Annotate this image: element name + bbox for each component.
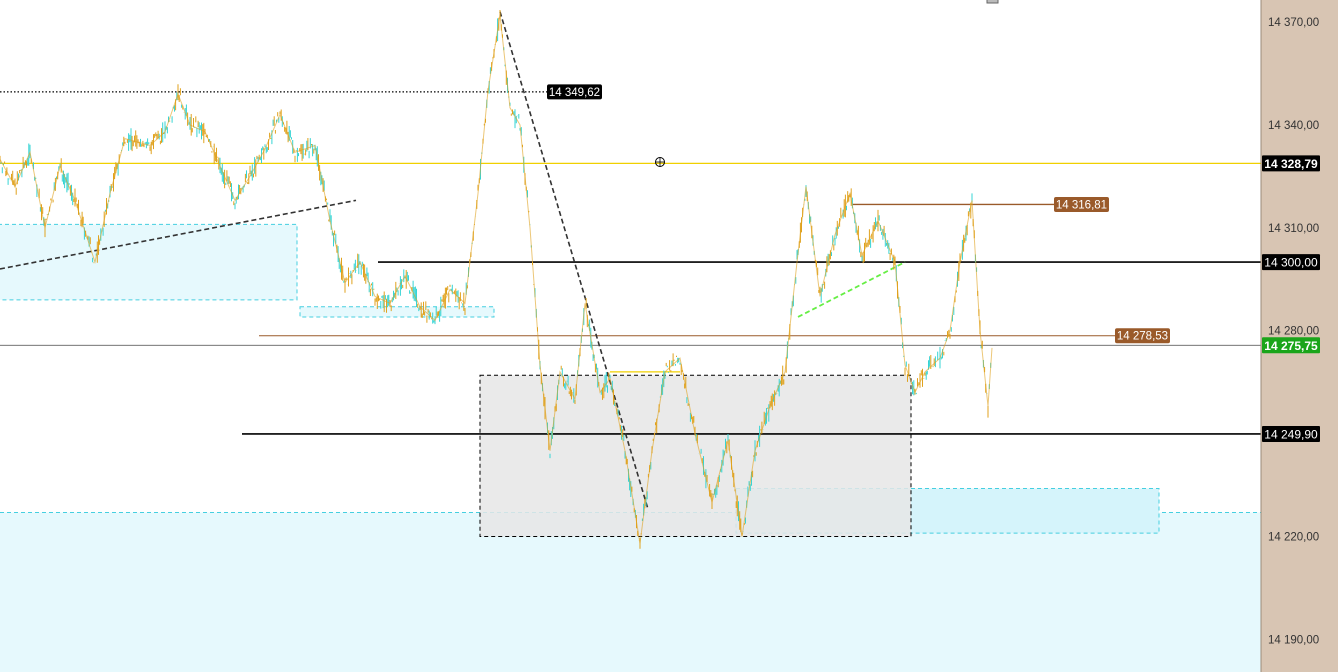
y-tick-label: 14 220,00: [1268, 532, 1319, 544]
scroll-handle-icon: [986, 0, 999, 4]
label-14278: 14 278,53: [1117, 331, 1168, 343]
ytag-14300: 14 300,00: [1264, 256, 1318, 270]
price-series-line: [0, 15, 993, 544]
trendline-green: [797, 261, 906, 318]
zone-small: [299, 306, 495, 318]
ytag-14275-bg: [1262, 337, 1320, 354]
consolidation-box: [479, 374, 912, 538]
price-axis-panel: [1261, 0, 1338, 672]
trendline-rising: [0, 199, 357, 270]
y-tick-label: 14 310,00: [1268, 223, 1319, 235]
label-14316: 14 316,81: [1056, 199, 1107, 211]
support-zone-bottom: [0, 512, 1261, 672]
y-tick-label: 14 370,00: [1268, 17, 1319, 29]
ytag-14328-bg: [1262, 155, 1320, 172]
zone-left: [0, 223, 298, 301]
label-14349-bg: [547, 84, 602, 100]
label-14316-bg: [1054, 196, 1109, 212]
ytag-14249-bg: [1262, 425, 1320, 442]
ytag-14249: 14 249,90: [1264, 427, 1318, 441]
y-tick-label: 14 280,00: [1268, 326, 1319, 338]
y-tick-label: 14 340,00: [1268, 120, 1319, 132]
ytag-14275: 14 275,75: [1264, 339, 1318, 353]
ytag-14300-bg: [1262, 254, 1320, 271]
trendline-falling: [499, 11, 649, 510]
label-14349: 14 349,62: [549, 87, 600, 99]
y-tick-label: 14 190,00: [1268, 634, 1319, 646]
label-14278-bg: [1115, 328, 1170, 344]
ytag-14328: 14 328,79: [1264, 157, 1318, 171]
